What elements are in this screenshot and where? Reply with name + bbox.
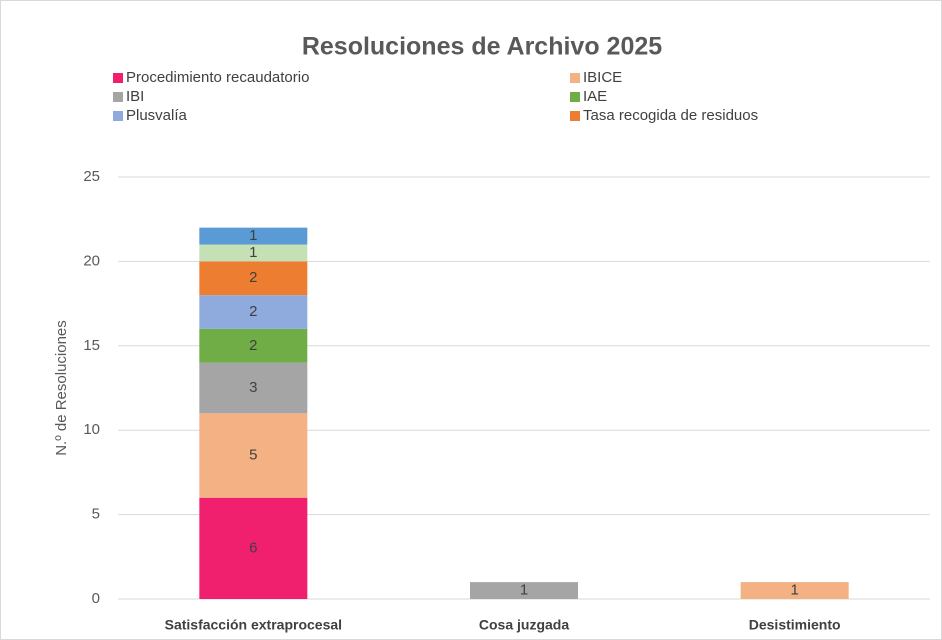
legend-label: Tasa recogida de residuos (583, 107, 758, 124)
legend-swatch (570, 92, 580, 102)
chart-title: Resoluciones de Archivo 2025 (302, 33, 662, 61)
bar-segment (199, 295, 308, 329)
legend-swatch (570, 111, 580, 121)
data-label: 2 (249, 337, 257, 354)
y-tick-label: 0 (92, 590, 100, 607)
bar-segment (199, 261, 308, 296)
legend-swatch (113, 111, 123, 121)
data-label: 2 (249, 269, 257, 286)
y-tick-label: 10 (83, 421, 100, 438)
legend-label: IAE (583, 88, 607, 105)
y-tick-label: 25 (83, 168, 100, 185)
bar-segment (470, 582, 578, 599)
data-label: 5 (249, 446, 257, 463)
bar-segment (199, 362, 308, 414)
legend-label: Plusvalía (126, 107, 188, 124)
data-label: 6 (249, 539, 257, 556)
legend-swatch (113, 92, 123, 102)
x-tick-label: Desistimiento (749, 617, 841, 633)
data-label: 1 (249, 227, 257, 244)
x-tick-label: Satisfacción extraprocesal (165, 617, 342, 633)
data-label: 3 (249, 379, 257, 396)
bar-segment (199, 413, 308, 498)
legend-label: Procedimiento recaudatorio (126, 69, 309, 86)
legend-swatch (570, 73, 580, 83)
data-label: 1 (790, 582, 798, 599)
bar-segment (199, 227, 308, 245)
legend-swatch (113, 73, 123, 83)
data-label: 1 (249, 244, 257, 261)
bar-segment (740, 582, 849, 599)
y-tick-label: 5 (92, 506, 100, 523)
data-label: 1 (520, 582, 528, 599)
x-tick-label: Cosa juzgada (479, 617, 569, 633)
bar-segment (199, 328, 308, 363)
bar-segment (199, 244, 308, 262)
data-label: 2 (249, 303, 257, 320)
y-tick-label: 20 (83, 252, 100, 269)
bar-segment (199, 497, 308, 599)
y-tick-label: 15 (83, 337, 100, 354)
y-axis-label: N.º de Resoluciones (53, 320, 70, 456)
legend-label: IBICE (583, 69, 622, 86)
legend-label: IBI (126, 88, 144, 105)
